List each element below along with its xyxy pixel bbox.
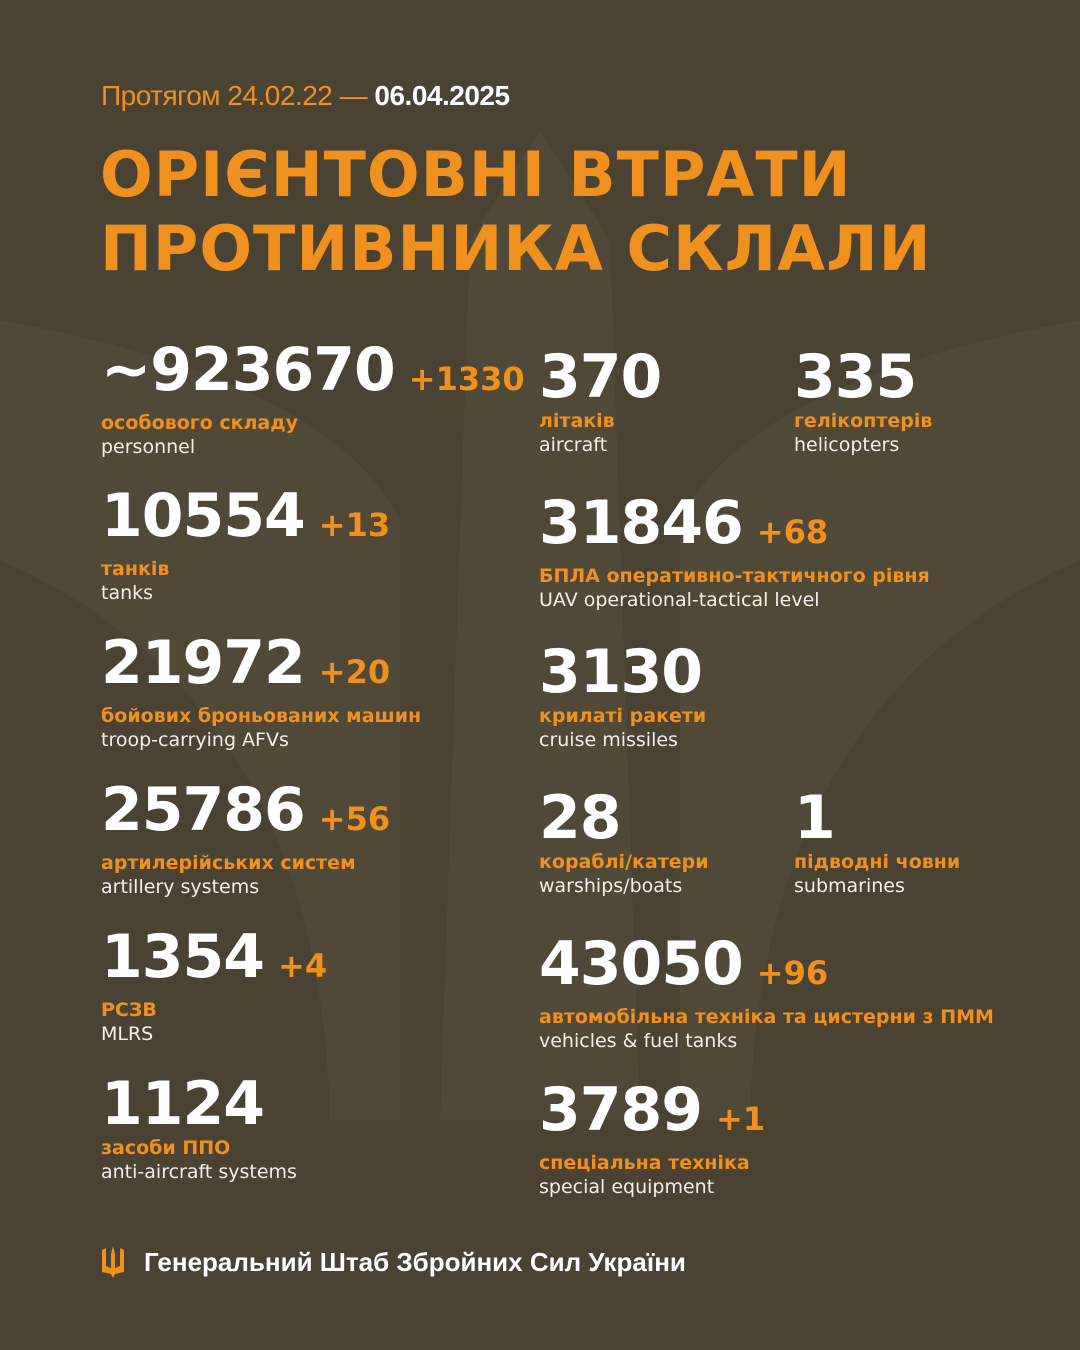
stat-value: 28 <box>539 783 621 853</box>
page-title: ОРІЄНТОВНІ ВТРАТИ ПРОТИВНИКА СКЛАЛИ <box>100 138 932 286</box>
stat-label-en: warships/boats <box>539 875 683 897</box>
title-line-1: ОРІЄНТОВНІ ВТРАТИ <box>100 138 852 211</box>
trident-icon <box>102 1246 124 1278</box>
stat-value: 3130 <box>539 637 703 707</box>
stat-label-ua: гелікоптерів <box>794 410 933 432</box>
stat-label-en: tanks <box>101 582 154 604</box>
stat-delta: +56 <box>318 800 391 838</box>
stat-value: 335 <box>794 342 917 412</box>
stat-label-ua: бойових броньованих машин <box>101 705 422 727</box>
stat-label-ua: крилаті ракети <box>539 705 707 727</box>
stat-special-equipment: 3789 +1 спеціальна техніка special equipmen… <box>539 1078 765 1200</box>
period: Протягом 24.02.22 — 06.04.2025 <box>101 80 510 112</box>
footer-org-name: Генеральний Штаб Збройних Сил України <box>144 1246 686 1277</box>
footer: Генеральний Штаб Збройних Сил України <box>100 1244 686 1280</box>
stat-label-ua: підводні човни <box>794 851 961 873</box>
stat-label-ua: засоби ППО <box>101 1137 231 1159</box>
stat-label-ua: особового складу <box>101 412 298 434</box>
stat-value: 370 <box>539 342 662 412</box>
stat-label-en: artillery systems <box>101 876 260 898</box>
stat-label-en: vehicles & fuel tanks <box>539 1030 738 1052</box>
stat-personnel: ~923670 +1330 особового складу personnel <box>101 338 525 460</box>
stat-submarines: 1 підводні човни submarines <box>794 786 960 899</box>
stat-delta: +4 <box>278 947 328 985</box>
stat-delta: +20 <box>318 653 391 691</box>
stat-value: 43050 <box>539 929 744 999</box>
stat-value: 1 <box>794 783 836 853</box>
stat-tanks: 10554 +13 танків tanks <box>101 484 390 606</box>
stat-mlrs: 1354 +4 РСЗВ MLRS <box>101 925 327 1047</box>
stat-aircraft: 370 літаків aircraft <box>539 342 662 458</box>
stat-label-en: aircraft <box>539 434 608 456</box>
stat-air-defense: 1124 засоби ППО anti-aircraft systems <box>101 1072 297 1185</box>
stat-label-ua: спеціальна техніка <box>539 1152 750 1174</box>
stat-label-en: helicopters <box>794 434 900 456</box>
stat-value: 1124 <box>101 1069 265 1139</box>
title-line-2: ПРОТИВНИКА СКЛАЛИ <box>100 212 932 285</box>
stat-value: 1354 <box>101 922 265 992</box>
stat-value: 21972 <box>101 628 306 698</box>
stat-value: 31846 <box>539 488 744 558</box>
stat-delta: +13 <box>318 506 391 544</box>
stat-delta: +1330 <box>408 360 525 398</box>
stat-label-ua: кораблі/катери <box>539 851 709 873</box>
stat-label-en: submarines <box>794 875 905 897</box>
stat-label-en: MLRS <box>101 1023 154 1045</box>
stat-value: 3789 <box>539 1075 703 1145</box>
stat-label-ua: автомобільна техніка та цистерни з ПММ <box>539 1006 994 1028</box>
stat-vehicles: 43050 +96 автомобільна техніка та цистерни… <box>539 932 994 1054</box>
stat-afv: 21972 +20 бойових броньованих машин troop-c… <box>101 631 421 753</box>
stat-helicopters: 335 гелікоптерів helicopters <box>794 345 932 458</box>
stat-label-en: cruise missiles <box>539 729 678 751</box>
stat-label-ua: артилерійських систем <box>101 852 356 874</box>
period-end: 06.04.2025 <box>374 80 510 111</box>
stat-warships: 28 кораблі/катери warships/boats <box>539 786 709 899</box>
period-start: Протягом 24.02.22 — <box>101 80 368 111</box>
stat-artillery: 25786 +56 артилерійських систем artillery s… <box>101 778 390 900</box>
stat-label-en: special equipment <box>539 1176 715 1198</box>
stat-delta: +96 <box>756 954 829 992</box>
stat-label-ua: РСЗВ <box>101 999 157 1021</box>
stat-label-en: UAV operational-tactical level <box>539 589 820 611</box>
stat-label-ua: БПЛА оперативно-тактичного рівня <box>539 565 930 587</box>
stat-value: 10554 <box>101 481 306 551</box>
stat-uav: 31846 +68 БПЛА оперативно-тактичного рівня… <box>539 491 930 613</box>
stat-label-ua: танків <box>101 558 170 580</box>
stat-label-en: troop-carrying AFVs <box>101 729 289 751</box>
stat-value: 25786 <box>101 775 306 845</box>
stat-value: ~923670 <box>101 335 396 405</box>
stat-label-en: personnel <box>101 436 196 458</box>
stat-cruise-missiles: 3130 крилаті ракети cruise missiles <box>539 640 706 753</box>
stat-label-ua: літаків <box>539 410 615 432</box>
stat-delta: +1 <box>716 1100 766 1138</box>
stat-label-en: anti-aircraft systems <box>101 1161 297 1183</box>
stat-delta: +68 <box>756 513 829 551</box>
